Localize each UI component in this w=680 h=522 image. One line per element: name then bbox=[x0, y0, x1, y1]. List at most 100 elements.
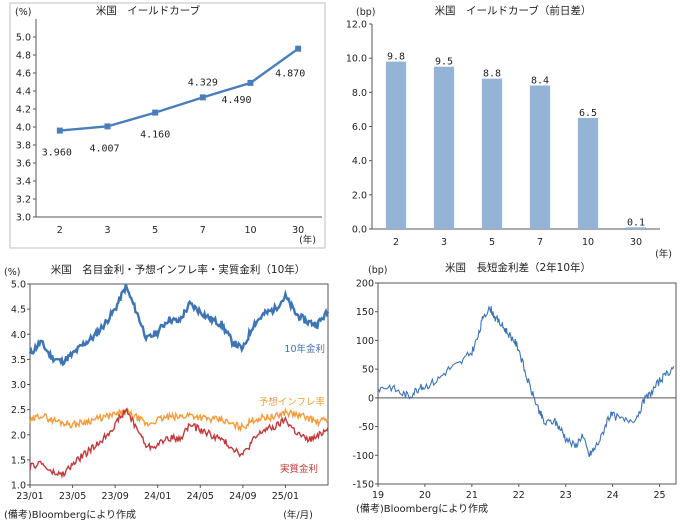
data-label: 9.5 bbox=[435, 57, 453, 68]
x-tick-label: 10 bbox=[582, 237, 594, 248]
data-label: 8.8 bbox=[483, 69, 501, 80]
x-tick-label: 23 bbox=[560, 490, 572, 501]
x-tick-label: 21 bbox=[466, 490, 478, 501]
x-tick-label: 19 bbox=[372, 490, 384, 501]
series-label: 予想インフレ率 bbox=[259, 396, 326, 408]
series-line bbox=[29, 407, 329, 433]
bar bbox=[529, 85, 551, 229]
y-tick-label: 6.0 bbox=[352, 122, 367, 133]
spread-note: (備考)Bloombergにより作成 bbox=[356, 502, 488, 515]
series-line bbox=[377, 305, 675, 458]
bar bbox=[577, 117, 599, 229]
y-tick-label: 4.4 bbox=[16, 87, 31, 98]
data-label: 8.4 bbox=[531, 76, 549, 87]
spread-unit: (bp) bbox=[368, 265, 387, 276]
y-tick-label: 200 bbox=[356, 279, 374, 290]
series-line bbox=[59, 47, 299, 132]
data-label: 4.870 bbox=[275, 69, 305, 80]
series-line bbox=[29, 407, 329, 479]
bar bbox=[385, 61, 407, 230]
spread-chart: 米国 長短金利差（2年10年） (bp) (備考)Bloombergにより作成 … bbox=[352, 261, 677, 515]
x-tick-label: 30 bbox=[630, 237, 642, 248]
data-point bbox=[56, 127, 63, 134]
rates-chart: 米国 名目金利・予想インフレ率・実質金利（10年） (%) (備考)Bloomb… bbox=[4, 263, 330, 521]
yield-change-unit: (bp) bbox=[356, 7, 375, 18]
y-tick-label: 2.0 bbox=[11, 430, 26, 441]
y-tick-label: 12.0 bbox=[346, 20, 367, 31]
spread-plot-frame bbox=[377, 282, 677, 485]
series-line bbox=[28, 283, 330, 367]
rates-note: (備考)Bloombergにより作成 bbox=[4, 508, 136, 521]
x-tick-label: 2 bbox=[57, 225, 63, 236]
rates-plot-frame bbox=[29, 283, 329, 486]
y-tick-label: 4.0 bbox=[16, 123, 31, 134]
rates-x-unit: (年/月) bbox=[283, 509, 313, 521]
y-tick-label: -150 bbox=[352, 480, 374, 491]
x-tick-label: 24/05 bbox=[187, 491, 214, 502]
data-label: 3.960 bbox=[42, 148, 72, 159]
x-tick-label: 30 bbox=[292, 225, 304, 236]
yield-curve-unit: (%) bbox=[15, 7, 31, 18]
y-tick-label: 2.0 bbox=[352, 190, 367, 201]
x-tick-label: 24/09 bbox=[229, 491, 256, 502]
x-tick-label: 2 bbox=[393, 237, 399, 248]
yield-change-x-unit: (年) bbox=[655, 248, 672, 260]
yield-change-chart: 米国 イールドカーブ（前日差） (bp) (年) 0.0 2.0 4.0 6.0 8.0… bbox=[341, 2, 678, 262]
x-tick-label: 24 bbox=[607, 490, 619, 501]
x-tick-label: 5 bbox=[152, 225, 158, 236]
bar bbox=[481, 78, 503, 230]
data-point bbox=[199, 94, 206, 101]
y-tick-label: 3.4 bbox=[16, 177, 31, 188]
y-tick-label: 3.0 bbox=[11, 380, 26, 391]
y-tick-label: 50 bbox=[362, 365, 374, 376]
x-tick-label: 20 bbox=[419, 490, 431, 501]
y-tick-label: 3.8 bbox=[16, 141, 31, 152]
y-tick-label: 4.5 bbox=[11, 305, 26, 316]
y-tick-label: 0 bbox=[368, 393, 374, 404]
x-tick-label: 3 bbox=[104, 225, 110, 236]
y-tick-label: 1.5 bbox=[11, 455, 26, 466]
spread-title: 米国 長短金利差（2年10年） bbox=[445, 261, 591, 274]
data-point bbox=[247, 79, 254, 86]
data-label: 0.1 bbox=[627, 217, 645, 228]
series-label: 10年金利 bbox=[284, 343, 325, 355]
x-tick-label: 25/01 bbox=[272, 491, 299, 502]
x-tick-label: 3 bbox=[441, 237, 447, 248]
data-label: 4.490 bbox=[221, 95, 251, 106]
y-tick-label: 8.0 bbox=[352, 88, 367, 99]
yield-change-title: 米国 イールドカーブ（前日差） bbox=[435, 4, 592, 17]
yield-curve-x-unit: (年) bbox=[299, 234, 316, 246]
data-point bbox=[104, 123, 111, 130]
yield-curve-frame bbox=[9, 2, 326, 249]
x-tick-label: 23/01 bbox=[16, 491, 43, 502]
data-label: 4.329 bbox=[188, 77, 218, 88]
y-tick-label: 4.2 bbox=[16, 105, 31, 116]
y-tick-label: 3.0 bbox=[16, 213, 31, 224]
x-tick-label: 25 bbox=[654, 490, 666, 501]
y-tick-label: 5.0 bbox=[11, 280, 26, 291]
data-point bbox=[152, 109, 159, 116]
data-label: 9.8 bbox=[387, 52, 405, 63]
y-tick-label: 5.0 bbox=[16, 33, 31, 44]
y-tick-label: 100 bbox=[356, 336, 374, 347]
data-point bbox=[295, 45, 302, 52]
data-label: 4.160 bbox=[140, 130, 170, 141]
rates-title: 米国 名目金利・予想インフレ率・実質金利（10年） bbox=[51, 263, 306, 276]
y-tick-label: 4.6 bbox=[16, 69, 31, 80]
y-tick-label: 4.0 bbox=[352, 156, 367, 167]
y-tick-label: 3.6 bbox=[16, 159, 31, 170]
y-tick-label: 10.0 bbox=[346, 54, 367, 65]
y-tick-label: 1.0 bbox=[11, 481, 26, 492]
y-tick-label: 4.0 bbox=[11, 330, 26, 341]
x-tick-label: 7 bbox=[537, 237, 543, 248]
y-tick-label: 2.5 bbox=[11, 405, 26, 416]
x-tick-label: 24/01 bbox=[144, 491, 171, 502]
y-tick-label: 4.8 bbox=[16, 51, 31, 62]
x-tick-label: 7 bbox=[200, 225, 206, 236]
y-tick-label: 3.2 bbox=[16, 195, 31, 206]
bar bbox=[433, 66, 455, 229]
data-label: 4.007 bbox=[89, 143, 119, 154]
x-tick-label: 5 bbox=[489, 237, 495, 248]
yield-curve-title: 米国 イールドカーブ bbox=[96, 4, 201, 17]
